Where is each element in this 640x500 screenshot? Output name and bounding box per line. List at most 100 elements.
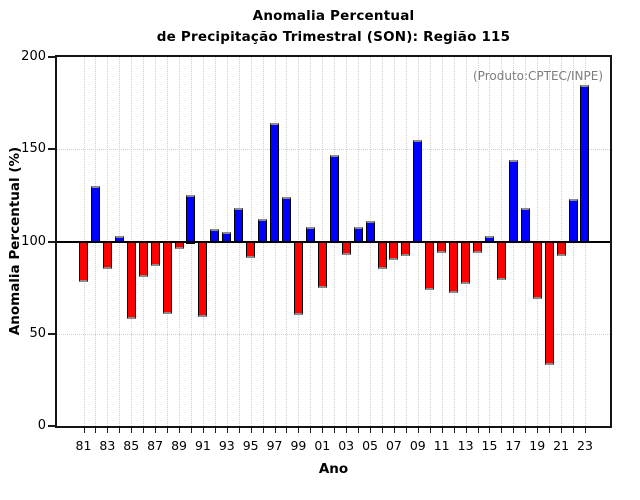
y-tick-label: 100 (21, 233, 46, 249)
bar-2004 (353, 226, 363, 244)
x-axis-tick (429, 428, 431, 433)
bar-2002 (329, 154, 339, 244)
y-axis-tick (48, 240, 55, 243)
x-axis-tick (119, 428, 121, 433)
bar-2022 (568, 199, 578, 244)
x-axis-tick (489, 428, 491, 433)
x-axis-tick (441, 428, 443, 433)
baseline-100 (57, 240, 610, 243)
x-axis-tick (262, 428, 264, 433)
bar-2021 (556, 241, 566, 257)
bar-2003 (341, 241, 351, 255)
bar-2015 (484, 235, 494, 244)
x-axis-tick (465, 428, 467, 433)
bar-1997 (270, 123, 280, 244)
x-axis-tick (167, 428, 169, 433)
x-tick-label: 23 (577, 438, 593, 453)
bar-1984 (114, 235, 124, 244)
x-axis-tick (346, 428, 348, 433)
y-tick-label: 150 (21, 141, 46, 157)
bar-1985 (126, 241, 136, 320)
y-tick-label: 200 (21, 49, 46, 64)
x-tick-label: 99 (290, 438, 307, 453)
x-axis-tick (405, 428, 407, 433)
x-axis-tick (214, 428, 216, 433)
chart-title-line2: de Precipitação Trimestral (SON): Região… (156, 29, 511, 45)
bar-1981 (79, 241, 88, 283)
x-axis-tick (573, 428, 575, 433)
y-axis-tick (48, 148, 55, 151)
x-axis-tick (238, 428, 240, 433)
bar-2016 (496, 241, 506, 281)
x-axis-tick (202, 428, 204, 433)
bar-2020 (544, 241, 554, 366)
source-note: (Produto:CPTEC/INPE) (473, 69, 603, 83)
bar-1999 (293, 241, 303, 316)
x-axis-tick (322, 428, 324, 433)
y-axis-tick (48, 332, 55, 335)
y-tick-label: 0 (37, 418, 46, 433)
x-axis-tick (131, 428, 133, 433)
gridline-horizontal (57, 333, 610, 335)
x-tick-label: 87 (147, 438, 164, 453)
x-tick-label: 89 (171, 438, 187, 453)
bar-2018 (520, 208, 530, 244)
y-tick-label: 50 (29, 325, 46, 341)
plot-area: (Produto:CPTEC/INPE) (57, 57, 610, 426)
x-tick-label: 07 (385, 438, 402, 453)
x-axis-tick (298, 428, 300, 433)
x-axis-tick (334, 428, 336, 433)
bar-2013 (461, 241, 471, 285)
x-axis-tick (179, 428, 181, 433)
bar-1995 (246, 241, 256, 259)
x-tick-label: 91 (194, 438, 211, 453)
x-tick-label: 05 (362, 438, 378, 453)
bar-2008 (401, 241, 411, 257)
bar-1982 (90, 186, 100, 244)
bar-1990 (186, 195, 196, 244)
x-axis-tick (143, 428, 145, 433)
x-axis-tick (226, 428, 228, 433)
bar-2001 (317, 241, 327, 288)
x-tick-label: 15 (481, 438, 498, 453)
x-axis-tick (107, 428, 109, 433)
bar-1986 (138, 241, 148, 277)
bar-2009 (413, 140, 423, 244)
gridline-horizontal (57, 149, 610, 151)
x-tick-label: 95 (242, 438, 259, 453)
y-axis-tick (48, 425, 55, 427)
bar-2007 (389, 241, 399, 261)
x-axis-tick (537, 428, 539, 433)
y-axis-tick (48, 56, 55, 58)
x-axis-tick (155, 428, 157, 433)
bar-1983 (102, 241, 112, 270)
x-axis-tick (83, 428, 85, 433)
x-axis-tick (250, 428, 252, 433)
x-axis-tick (370, 428, 372, 433)
x-axis-title: Ano (318, 461, 349, 477)
x-axis-tick (393, 428, 395, 433)
x-axis-tick (501, 428, 503, 433)
x-axis-tick (417, 428, 419, 433)
x-tick-label: 13 (457, 438, 474, 453)
x-tick-label: 81 (75, 438, 92, 453)
bar-1998 (281, 197, 291, 244)
x-tick-label: 97 (266, 438, 283, 453)
bar-1991 (198, 241, 208, 318)
x-axis-tick (190, 428, 192, 433)
bar-2019 (532, 241, 542, 299)
chart-title-line1: Anomalia Percentual (252, 8, 415, 24)
x-axis-tick (477, 428, 479, 433)
x-axis-tick (310, 428, 312, 433)
bar-2005 (365, 221, 375, 244)
bar-2010 (425, 241, 435, 290)
bar-1988 (162, 241, 172, 314)
x-tick-label: 85 (123, 438, 140, 453)
x-tick-label: 93 (218, 438, 235, 453)
x-axis-tick (274, 428, 276, 433)
bar-2006 (377, 241, 387, 270)
bar-2017 (508, 160, 518, 244)
bar-1992 (210, 228, 220, 244)
x-tick-label: 21 (553, 438, 570, 453)
